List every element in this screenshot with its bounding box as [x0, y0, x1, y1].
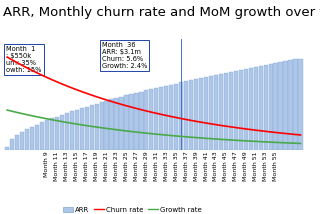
- Bar: [45, 120, 49, 150]
- Bar: [214, 75, 218, 150]
- Bar: [254, 67, 258, 150]
- Text: ARR, Monthly churn rate and MoM growth over time: ARR, Monthly churn rate and MoM growth o…: [3, 6, 320, 19]
- Bar: [154, 88, 158, 150]
- Bar: [288, 60, 292, 150]
- Bar: [30, 127, 34, 150]
- Bar: [229, 72, 233, 150]
- Bar: [189, 80, 193, 150]
- Bar: [159, 87, 164, 150]
- Bar: [124, 95, 129, 150]
- Bar: [298, 59, 303, 150]
- Bar: [25, 129, 29, 150]
- Bar: [274, 63, 278, 150]
- Text: Month  1
: $550k
urn: 35%
owth: 15%: Month 1 : $550k urn: 35% owth: 15%: [6, 46, 42, 73]
- Bar: [75, 110, 79, 150]
- Bar: [244, 69, 248, 150]
- Bar: [204, 77, 208, 150]
- Text: Month  36
ARR: $3.1m
Churn: 5.6%
Growth: 2.4%: Month 36 ARR: $3.1m Churn: 5.6% Growth: …: [102, 42, 147, 69]
- Bar: [20, 132, 24, 150]
- Bar: [40, 122, 44, 150]
- Bar: [80, 108, 84, 150]
- Bar: [209, 76, 213, 150]
- Bar: [149, 89, 154, 150]
- Bar: [109, 100, 114, 150]
- Bar: [239, 70, 243, 150]
- Bar: [224, 73, 228, 150]
- Bar: [194, 79, 198, 150]
- Bar: [293, 59, 298, 150]
- Bar: [55, 117, 59, 150]
- Bar: [234, 71, 238, 150]
- Bar: [179, 82, 183, 150]
- Bar: [278, 62, 283, 150]
- Bar: [249, 68, 253, 150]
- Bar: [65, 113, 69, 150]
- Bar: [15, 135, 19, 150]
- Bar: [90, 105, 94, 150]
- Bar: [169, 85, 173, 150]
- Bar: [100, 102, 104, 150]
- Bar: [144, 91, 148, 150]
- Bar: [184, 81, 188, 150]
- Bar: [199, 78, 203, 150]
- Bar: [139, 92, 143, 150]
- Bar: [35, 125, 39, 150]
- Bar: [94, 104, 99, 150]
- Bar: [10, 139, 14, 150]
- Bar: [259, 66, 263, 150]
- Bar: [115, 98, 119, 150]
- Bar: [70, 111, 74, 150]
- Bar: [84, 107, 89, 150]
- Legend: ARR, Churn rate, Growth rate: ARR, Churn rate, Growth rate: [60, 204, 204, 214]
- Bar: [119, 97, 124, 150]
- Bar: [50, 118, 54, 150]
- Bar: [134, 93, 139, 150]
- Bar: [129, 94, 133, 150]
- Bar: [105, 101, 109, 150]
- Bar: [5, 147, 9, 150]
- Bar: [219, 74, 223, 150]
- Bar: [268, 64, 273, 150]
- Bar: [60, 115, 64, 150]
- Bar: [264, 65, 268, 150]
- Bar: [284, 61, 288, 150]
- Bar: [174, 83, 178, 150]
- Bar: [164, 86, 168, 150]
